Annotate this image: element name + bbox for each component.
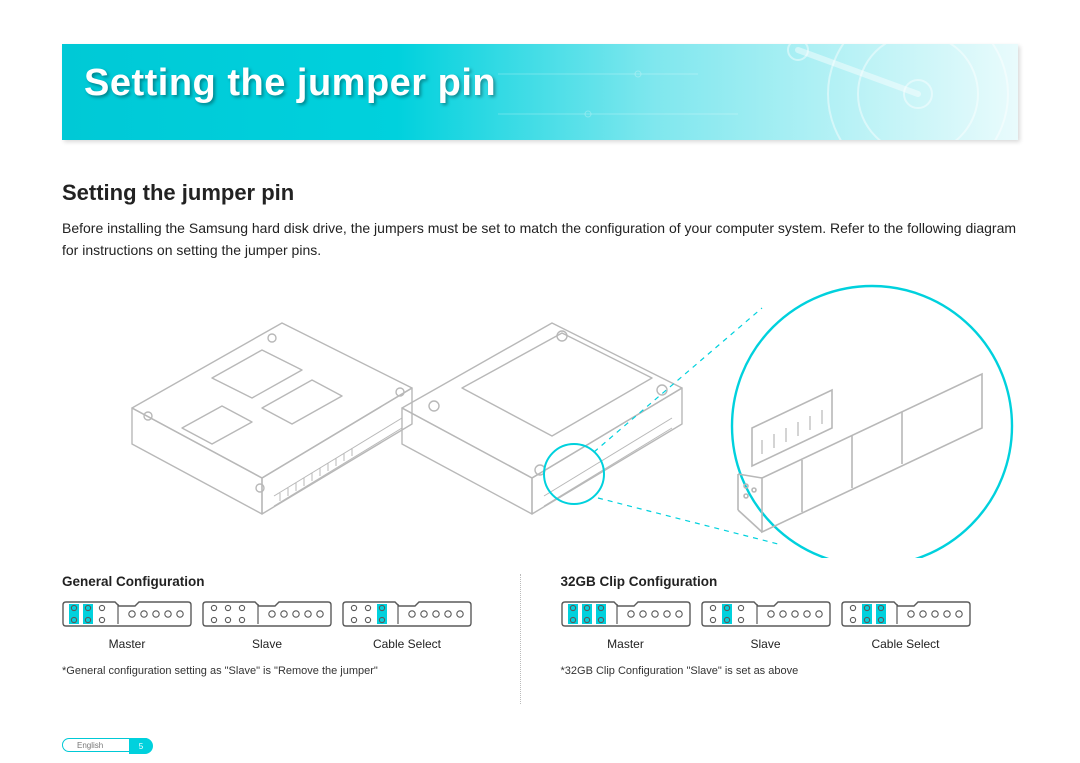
general-config-title: General Configuration	[62, 574, 480, 589]
config-columns: General Configuration Master Slave Cable S…	[62, 574, 1018, 704]
32gb-config-column: 32GB Clip Configuration Master Slave Cable…	[520, 574, 1019, 704]
jumper-item: Slave	[701, 599, 831, 651]
jumper-label: Master	[109, 637, 146, 651]
32gb-config-note: *32GB Clip Configuration "Slave" is set …	[561, 665, 979, 677]
jumper-item: Master	[62, 599, 192, 651]
banner-hdd-art	[498, 44, 1018, 140]
general-config-column: General Configuration Master Slave Cable S…	[62, 574, 520, 704]
jumper-diagram	[62, 278, 1018, 558]
banner: Setting the jumper pin	[62, 44, 1018, 140]
language-label: English	[77, 741, 103, 750]
jumper-item: Master	[561, 599, 691, 651]
section-body: Before installing the Samsung hard disk …	[62, 218, 1018, 261]
jumper-label: Slave	[252, 637, 282, 651]
jumper-item: Cable Select	[841, 599, 971, 651]
32gb-config-row: Master Slave Cable Select	[561, 599, 979, 651]
jumper-label: Cable Select	[871, 637, 939, 651]
jumper-item: Cable Select	[342, 599, 472, 651]
jumper-label: Slave	[750, 637, 780, 651]
general-config-row: Master Slave Cable Select	[62, 599, 480, 651]
language-pill: English 5	[62, 738, 152, 752]
section-heading: Setting the jumper pin	[62, 180, 294, 206]
banner-title: Setting the jumper pin	[84, 62, 496, 105]
32gb-config-title: 32GB Clip Configuration	[561, 574, 979, 589]
jumper-label: Master	[607, 637, 644, 651]
general-config-note: *General configuration setting as "Slave…	[62, 665, 480, 677]
jumper-label: Cable Select	[373, 637, 441, 651]
jumper-item: Slave	[202, 599, 332, 651]
page-number: 5	[129, 738, 153, 754]
page: Setting the jumper pin Setting the jumpe…	[0, 0, 1080, 763]
